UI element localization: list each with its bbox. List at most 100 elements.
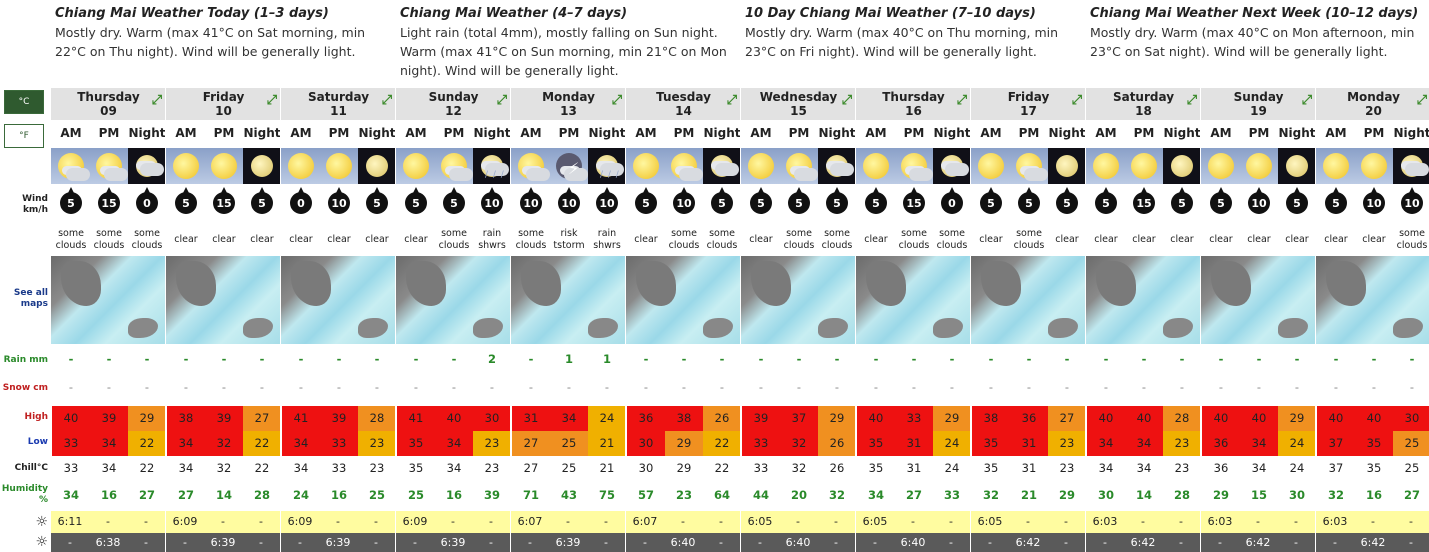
celsius-button[interactable]: °C [4,90,44,114]
forecast-map-thumbnail[interactable] [166,256,281,344]
sun-cloud-icon [786,153,818,181]
day-header[interactable]: Sunday 19 ⤢ [1201,88,1316,120]
expand-icon[interactable]: ⤢ [841,93,852,108]
chill-temp: 23 [1059,461,1075,475]
chill-temp: 35 [868,461,884,475]
snow-value: - [528,380,534,394]
day-column: Friday 10 ⤢ AM 5 clear - -38 34 34 27 PM 15 clear - -39… [165,88,281,552]
sky-condition: some clouds [668,228,700,251]
sky-condition: clear [864,234,888,245]
wind-cell: 10 [320,187,358,218]
wind-arrow-icon: 5 [251,187,273,214]
high-temp: 27 [1048,406,1086,431]
expand-icon[interactable]: ⤢ [266,93,277,108]
sunset-time: 6:42 [1130,536,1156,549]
day-header[interactable]: Thursday 16 ⤢ [856,88,971,120]
low-temp: 27 [512,431,550,456]
expand-icon[interactable]: ⤢ [381,93,392,108]
chill-temp: 22 [254,461,270,475]
chill-temp: 34 [1251,461,1267,475]
period-label: Night [703,126,741,140]
sky-condition: some clouds [821,228,853,251]
forecast-map-thumbnail[interactable] [1201,256,1316,344]
high-temp: 40 [1355,406,1393,431]
forecast-map-thumbnail[interactable] [1316,256,1429,344]
forecast-map-thumbnail[interactable] [626,256,741,344]
day-header[interactable]: Friday 10 ⤢ [166,88,281,120]
day-header[interactable]: Thursday 09 ⤢ [51,88,166,120]
rain-value: - [374,352,380,366]
expand-icon[interactable]: ⤢ [1301,93,1312,108]
forecast-map-thumbnail[interactable] [741,256,856,344]
day-header[interactable]: Wednesday 15 ⤢ [741,88,856,120]
period-label: AM [980,126,1002,140]
rain-value: - [221,352,227,366]
day-header[interactable]: Tuesday 14 ⤢ [626,88,741,120]
weather-icon-cell [857,148,895,184]
sky-condition: clear [979,234,1003,245]
forecast-map-thumbnail[interactable] [1086,256,1201,344]
humidity-value: 71 [522,488,539,502]
expand-icon[interactable]: ⤢ [1186,93,1197,108]
summary-title: Chiang Mai Weather (4–7 days) [400,6,628,21]
humidity-value: 16 [100,488,117,502]
period-label: PM [1248,126,1270,140]
sky-condition: some clouds [131,228,163,251]
day-header[interactable]: Monday 13 ⤢ [511,88,626,120]
forecast-map-thumbnail[interactable] [396,256,511,344]
chill-temp: 23 [1174,461,1190,475]
forecast-map-thumbnail[interactable] [511,256,626,344]
high-temp: 38 [167,406,205,431]
sunrise-row: 6:03- - [1316,511,1429,533]
high-temp: 40 [52,406,90,431]
humidity-value: 16 [330,488,347,502]
expand-icon[interactable]: ⤢ [151,93,162,108]
wind-arrow-icon: 5 [405,187,427,214]
low-temp: 34 [282,431,320,456]
sunrise-row: 6:03- - [1086,511,1201,533]
moon-icon [1278,148,1316,184]
sunrise-row: 6:09- - [396,511,511,533]
see-all-maps-link[interactable]: See all maps [13,288,48,309]
snow-value: - [1141,380,1147,394]
day-header[interactable]: Friday 17 ⤢ [971,88,1086,120]
day-header[interactable]: Saturday 18 ⤢ [1086,88,1201,120]
chill-temp: 24 [944,461,960,475]
rain-value: 1 [602,352,611,366]
fahrenheit-button[interactable]: °F [4,124,44,148]
wind-arrow-icon: 10 [1248,187,1270,214]
day-header[interactable]: Saturday 11 ⤢ [281,88,396,120]
snow-value: - [643,380,649,394]
wind-cell: 5 [397,187,435,218]
forecast-map-thumbnail[interactable] [51,256,166,344]
low-temp: 29 [665,431,703,456]
sun-cloud-icon [441,153,473,181]
day-date: 20 [1365,104,1382,118]
weather-icon-cell [282,148,320,184]
expand-icon[interactable]: ⤢ [1071,93,1082,108]
snow-value: - [1064,380,1070,394]
summary-text: Mostly dry. Warm (max 40°C on Mon aftern… [1090,25,1415,59]
rain-value: - [144,352,150,366]
forecast-map-thumbnail[interactable] [281,256,396,344]
day-header[interactable]: Monday 20 ⤢ [1316,88,1429,120]
snow-value: - [259,380,265,394]
expand-icon[interactable]: ⤢ [611,93,622,108]
humidity-value: 32 [828,488,845,502]
wind-cell: 15 [1125,187,1163,218]
night-rain-icon: / / / [588,148,626,184]
high-temp: 41 [282,406,320,431]
forecast-map-thumbnail[interactable] [856,256,971,344]
forecast-map-thumbnail[interactable] [971,256,1086,344]
day-header[interactable]: Sunday 12 ⤢ [396,88,511,120]
period-label: PM [1018,126,1040,140]
sun-icon [1093,153,1119,179]
expand-icon[interactable]: ⤢ [726,93,737,108]
weather-icon-cell [972,148,1010,184]
expand-icon[interactable]: ⤢ [496,93,507,108]
high-temp: 37 [780,406,818,431]
expand-icon[interactable]: ⤢ [1416,93,1427,108]
wind-arrow-icon: 5 [788,187,810,214]
expand-icon[interactable]: ⤢ [956,93,967,108]
chill-temp: 36 [1213,461,1229,475]
